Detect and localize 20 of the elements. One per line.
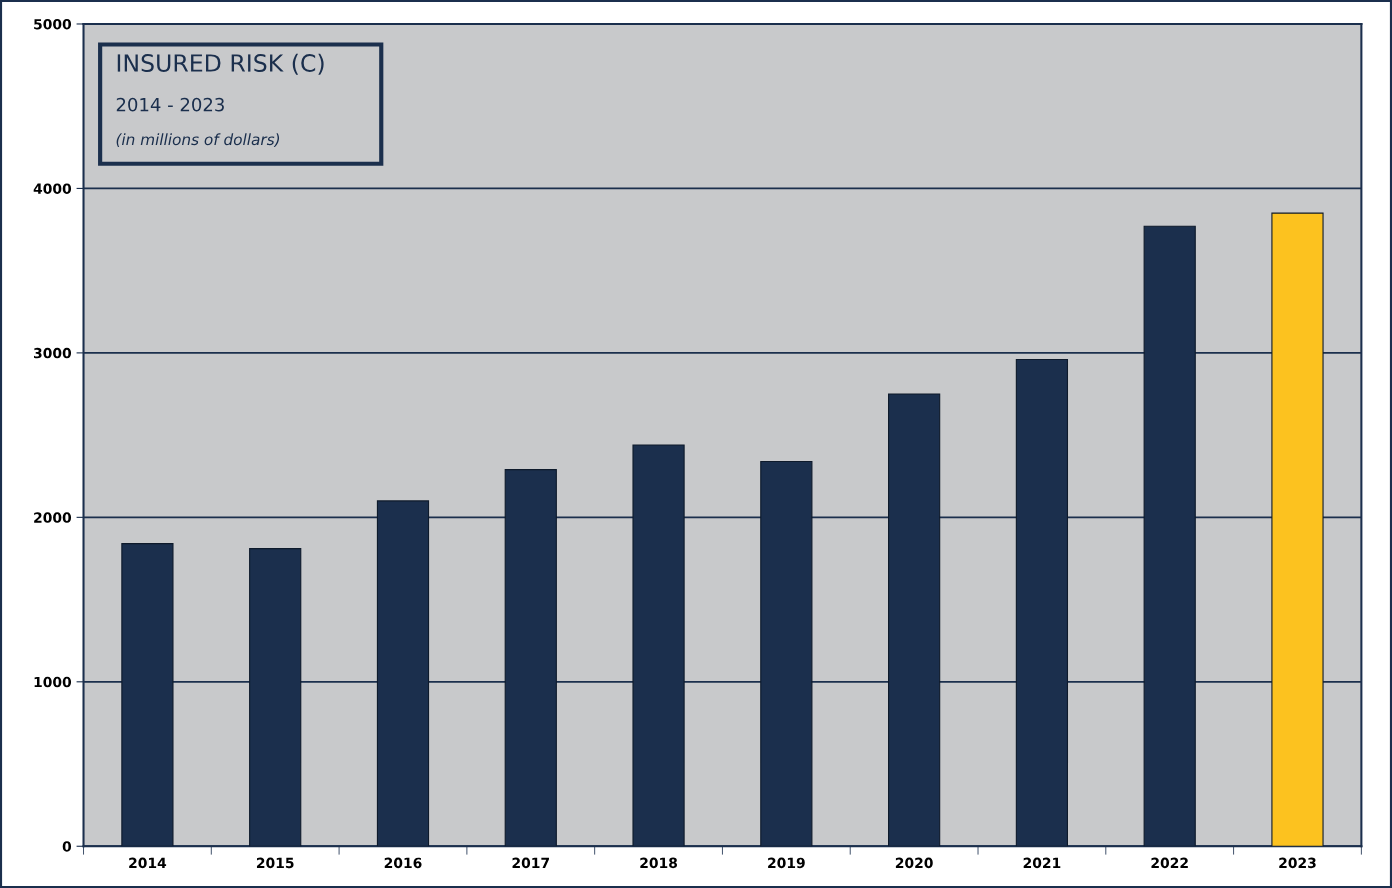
x-tick-label: 2015 xyxy=(256,857,294,869)
y-tick-label: 2000 xyxy=(34,512,72,523)
y-tick-label: 5000 xyxy=(34,18,72,30)
y-tick-label: 4000 xyxy=(33,183,72,194)
y-tick-label: 3000 xyxy=(33,347,72,359)
text: INSURED RISK (C) xyxy=(117,53,324,75)
x-tick-label: 2019 xyxy=(768,857,805,869)
text: 2014 - 2023 xyxy=(116,97,224,112)
y-tick-label: 0 xyxy=(62,841,72,852)
x-tick-label: 2021 xyxy=(1023,857,1061,869)
x-tick-label: 2018 xyxy=(640,857,678,869)
bar xyxy=(1271,212,1324,847)
x-tick-label: 2022 xyxy=(1151,857,1188,869)
x-tick-label: 2016 xyxy=(384,857,422,869)
x-tick-label: 2014 xyxy=(129,857,167,869)
annotation: (in millions of dollars) xyxy=(116,133,280,147)
x-tick-label: 2017 xyxy=(512,857,549,869)
x-tick-label: 2020 xyxy=(895,857,933,869)
y-tick-label: 1000 xyxy=(34,676,72,688)
x-tick-label: 2023 xyxy=(1279,857,1316,869)
